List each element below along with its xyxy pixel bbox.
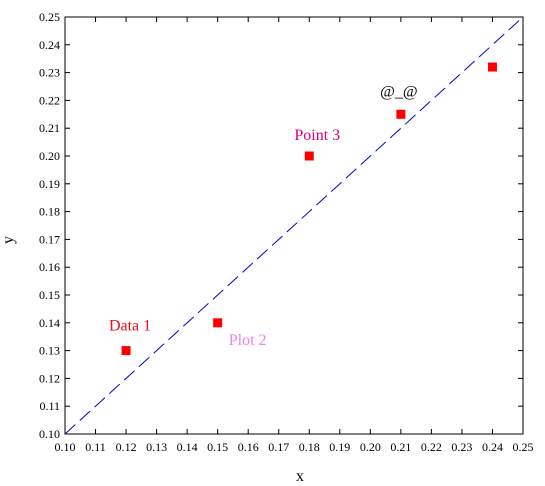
plot-frame [64,16,524,435]
x-tick-label: 0.25 [513,440,534,454]
data-markers [121,62,497,356]
x-tick-label: 0.19 [329,440,350,454]
y-tick-label: 0.14 [39,316,60,330]
y-tick-label: 0.13 [39,344,60,358]
data-point [121,346,131,356]
x-tick-label: 0.12 [116,440,137,454]
y-tick-label: 0.12 [39,371,60,385]
y-axis-title: y [0,236,17,244]
point-label: Data 1 [109,318,151,335]
y-tick-label: 0.11 [39,399,60,413]
y-tick-label: 0.25 [39,10,60,24]
x-tick-label: 0.14 [177,440,198,454]
x-tick-label: 0.17 [268,440,289,454]
point-label: Point 3 [294,127,340,144]
x-tick-label: 0.10 [55,440,76,454]
data-point [487,62,497,72]
y-tick-label: 0.22 [39,93,60,107]
data-point [396,109,406,119]
x-tick-label: 0.16 [238,440,259,454]
point-label: @_@ [380,83,417,100]
x-axis-ticks: 0.10 0.11 0.12 0.13 0.14 0.15 0.16 0.17 0.18 0.19… [55,17,534,454]
point-label: Plot 2 [229,332,267,349]
y-tick-label: 0.10 [39,427,60,441]
x-tick-label: 0.21 [390,440,411,454]
x-tick-label: 0.11 [85,440,106,454]
y-axis-ticks: 0.10 0.11 0.12 0.13 0.14 0.15 0.16 0.17 0.18 0.19… [39,10,523,441]
y-tick-label: 0.16 [39,260,60,274]
y-tick-label: 0.18 [39,205,60,219]
y-tick-label: 0.24 [39,38,60,52]
x-tick-label: 0.24 [482,440,503,454]
y-tick-label: 0.23 [39,66,60,80]
data-point [213,318,223,328]
x-tick-label: 0.22 [421,440,442,454]
y-tick-label: 0.21 [39,121,60,135]
x-tick-label: 0.23 [451,440,472,454]
x-axis-title: x [296,468,304,485]
point-labels: Data 1 Plot 2 Point 3 @_@ [109,83,418,349]
x-tick-label: 0.20 [360,440,381,454]
reference-line [64,16,524,435]
y-tick-label: 0.20 [39,149,60,163]
x-tick-label: 0.13 [146,440,167,454]
x-tick-label: 0.18 [299,440,320,454]
y-tick-label: 0.17 [39,232,60,246]
data-point [304,151,314,161]
x-tick-label: 0.15 [207,440,228,454]
y-tick-label: 0.19 [39,177,60,191]
plot-area: 0.10 0.11 0.12 0.13 0.14 0.15 0.16 0.17 0.18 0.19… [39,10,534,454]
y-tick-label: 0.15 [39,288,60,302]
